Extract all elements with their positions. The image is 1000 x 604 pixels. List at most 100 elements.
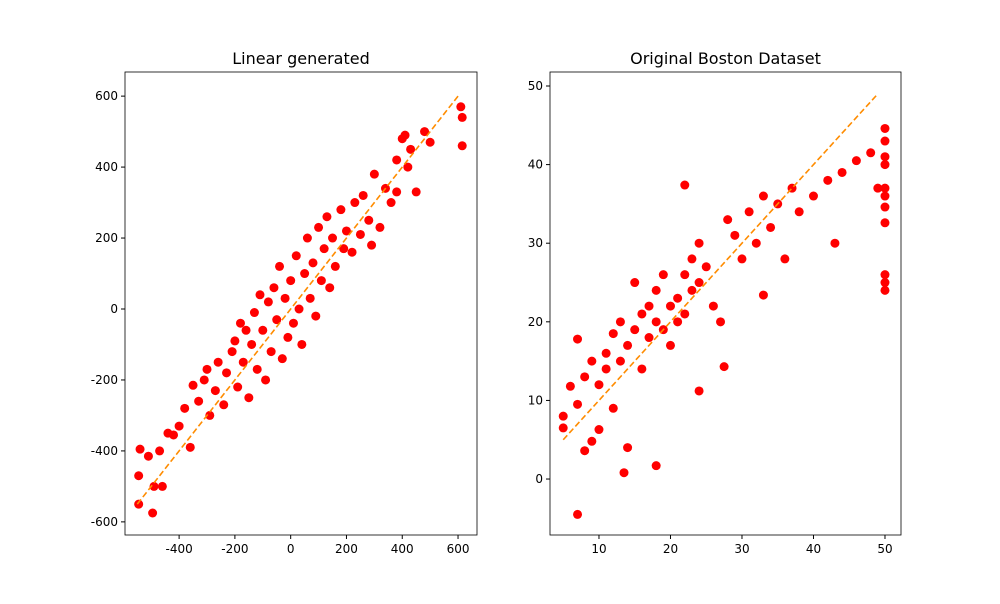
point bbox=[188, 380, 198, 390]
point bbox=[837, 167, 847, 177]
point bbox=[213, 357, 223, 367]
point bbox=[325, 283, 335, 293]
point bbox=[573, 399, 583, 409]
y-tick-label: 30 bbox=[528, 236, 543, 250]
point bbox=[291, 251, 301, 261]
y-tick-label: 0 bbox=[535, 472, 543, 486]
point bbox=[880, 123, 890, 133]
point bbox=[794, 207, 804, 217]
point bbox=[294, 304, 304, 314]
point bbox=[235, 318, 245, 328]
axes-frame bbox=[124, 71, 478, 536]
point bbox=[341, 226, 351, 236]
point bbox=[222, 368, 232, 378]
point bbox=[219, 400, 229, 410]
x-tick-label: 30 bbox=[734, 542, 749, 556]
y-tick-label: 400 bbox=[95, 160, 118, 174]
point bbox=[651, 317, 661, 327]
y-tick-label: -200 bbox=[91, 373, 118, 387]
point bbox=[456, 102, 466, 112]
point bbox=[316, 276, 326, 286]
point bbox=[623, 340, 633, 350]
point bbox=[233, 382, 243, 392]
point bbox=[737, 254, 747, 264]
point bbox=[694, 278, 704, 288]
point bbox=[185, 442, 195, 452]
point bbox=[305, 293, 315, 303]
point bbox=[694, 238, 704, 248]
point bbox=[673, 317, 683, 327]
point bbox=[687, 254, 697, 264]
point bbox=[665, 340, 675, 350]
point bbox=[580, 446, 590, 456]
point bbox=[758, 290, 768, 300]
point bbox=[157, 481, 167, 491]
y-tick-label: 0 bbox=[110, 302, 118, 316]
point bbox=[364, 215, 374, 225]
point bbox=[637, 309, 647, 319]
point bbox=[716, 317, 726, 327]
point bbox=[673, 293, 683, 303]
point bbox=[880, 183, 890, 193]
point bbox=[425, 137, 435, 147]
point bbox=[719, 362, 729, 372]
point bbox=[347, 247, 357, 257]
y-tick-label: 10 bbox=[528, 393, 543, 407]
point bbox=[261, 375, 271, 385]
point bbox=[758, 191, 768, 201]
point bbox=[169, 430, 179, 440]
point bbox=[680, 270, 690, 280]
x-tick-label: 200 bbox=[335, 542, 358, 556]
point bbox=[230, 336, 240, 346]
point bbox=[403, 162, 413, 172]
y-tick-label: -400 bbox=[91, 444, 118, 458]
point bbox=[386, 198, 396, 208]
point bbox=[210, 386, 220, 396]
point bbox=[457, 141, 467, 151]
point bbox=[694, 386, 704, 396]
point bbox=[277, 354, 287, 364]
point bbox=[322, 212, 332, 222]
point bbox=[573, 509, 583, 519]
point bbox=[350, 198, 360, 208]
point bbox=[134, 499, 144, 509]
point bbox=[199, 375, 209, 385]
point bbox=[808, 191, 818, 201]
point bbox=[280, 293, 290, 303]
point bbox=[851, 156, 861, 166]
point bbox=[406, 144, 416, 154]
point bbox=[314, 222, 324, 232]
point bbox=[680, 309, 690, 319]
point bbox=[880, 191, 890, 201]
point bbox=[400, 130, 410, 140]
point bbox=[651, 461, 661, 471]
point bbox=[328, 233, 338, 243]
point bbox=[823, 175, 833, 185]
point bbox=[880, 152, 890, 162]
point bbox=[780, 254, 790, 264]
y-tick-label: 20 bbox=[528, 315, 543, 329]
point bbox=[615, 356, 625, 366]
point bbox=[730, 230, 740, 240]
point bbox=[311, 311, 321, 321]
point bbox=[880, 278, 890, 288]
point bbox=[587, 356, 597, 366]
point bbox=[558, 423, 568, 433]
chart-title: Linear generated bbox=[232, 49, 369, 68]
point bbox=[565, 381, 575, 391]
point bbox=[392, 187, 402, 197]
point bbox=[302, 233, 312, 243]
axes-frame bbox=[549, 71, 902, 536]
point bbox=[723, 215, 733, 225]
point bbox=[283, 332, 293, 342]
point bbox=[880, 270, 890, 280]
point bbox=[873, 183, 883, 193]
point bbox=[286, 276, 296, 286]
point bbox=[830, 238, 840, 248]
point bbox=[275, 261, 285, 271]
point bbox=[744, 207, 754, 217]
y-tick-label: 600 bbox=[95, 89, 118, 103]
point bbox=[155, 446, 165, 456]
point bbox=[630, 278, 640, 288]
